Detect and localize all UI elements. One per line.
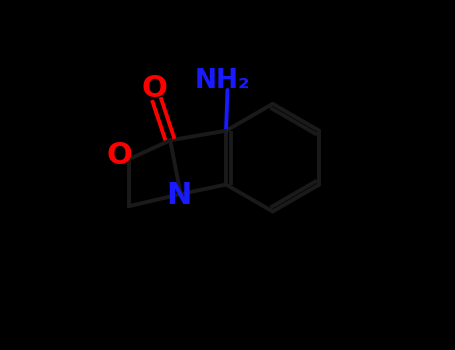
Text: O: O [142, 74, 167, 103]
Text: NH₂: NH₂ [195, 68, 250, 94]
Text: O: O [107, 141, 133, 170]
Text: N: N [166, 181, 192, 210]
